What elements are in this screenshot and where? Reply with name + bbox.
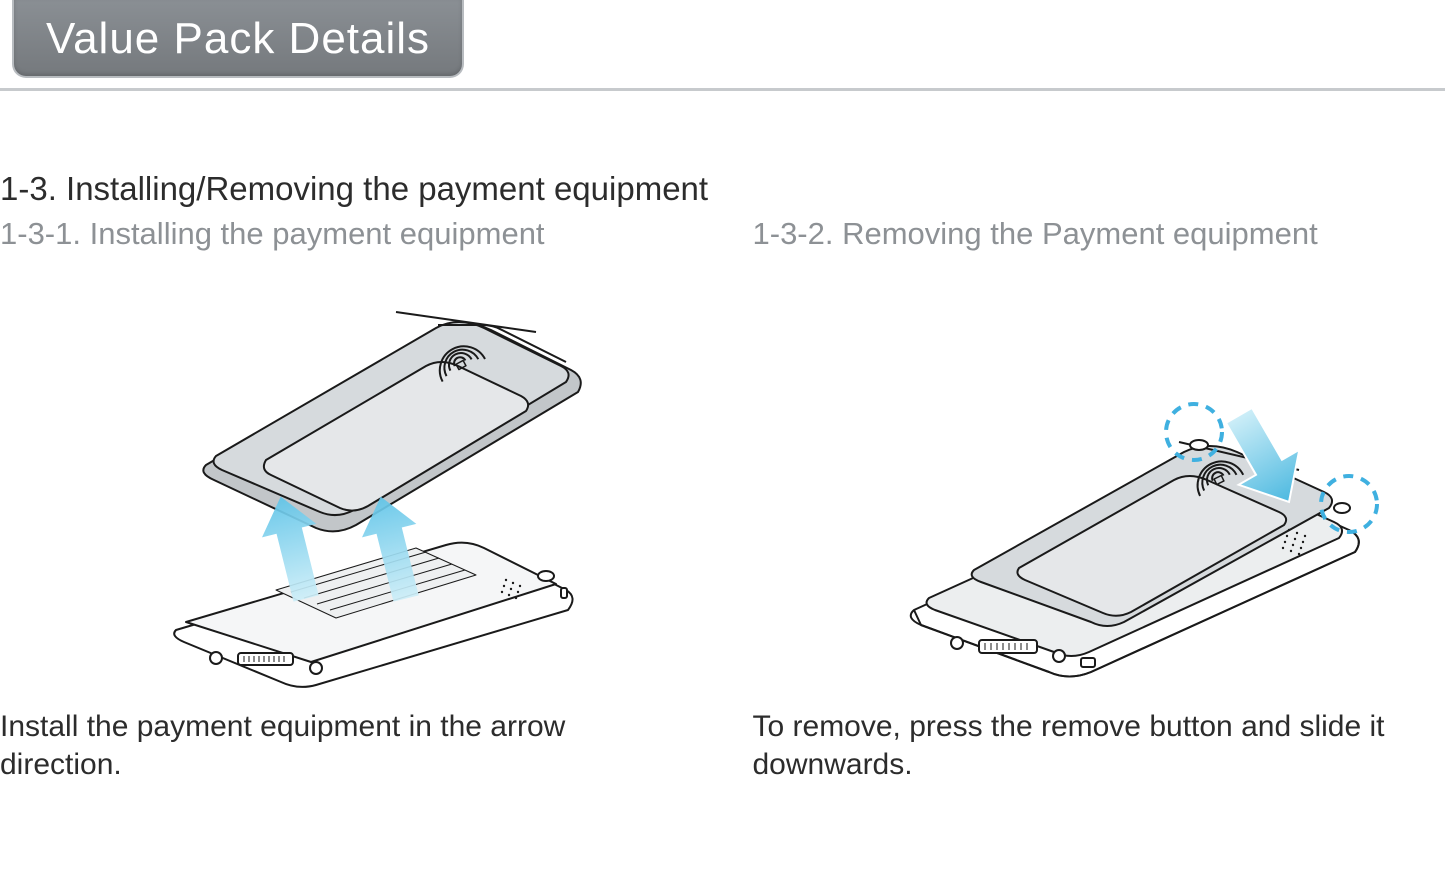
left-caption: Install the payment equipment in the arr… bbox=[0, 708, 693, 783]
header-tab-label: Value Pack Details bbox=[46, 14, 430, 63]
columns: 1-3-1. Installing the payment equipment bbox=[0, 216, 1445, 783]
base-device bbox=[174, 543, 572, 687]
right-column: 1-3-2. Removing the Payment equipment bbox=[753, 216, 1445, 783]
header-area: Value Pack Details bbox=[0, 0, 1445, 100]
section-title: 1-3. Installing/Removing the payment equ… bbox=[0, 170, 1445, 208]
right-subtitle: 1-3-2. Removing the Payment equipment bbox=[753, 216, 1445, 252]
left-subtitle: 1-3-1. Installing the payment equipment bbox=[0, 216, 693, 252]
content-area: 1-3. Installing/Removing the payment equ… bbox=[0, 100, 1445, 783]
payment-module bbox=[204, 312, 581, 531]
header-tab: Value Pack Details bbox=[12, 0, 464, 78]
left-column: 1-3-1. Installing the payment equipment bbox=[0, 216, 693, 783]
right-caption: To remove, press the remove button and s… bbox=[753, 708, 1445, 783]
install-illustration bbox=[0, 270, 693, 690]
header-rule bbox=[0, 88, 1445, 91]
remove-illustration bbox=[753, 270, 1445, 690]
